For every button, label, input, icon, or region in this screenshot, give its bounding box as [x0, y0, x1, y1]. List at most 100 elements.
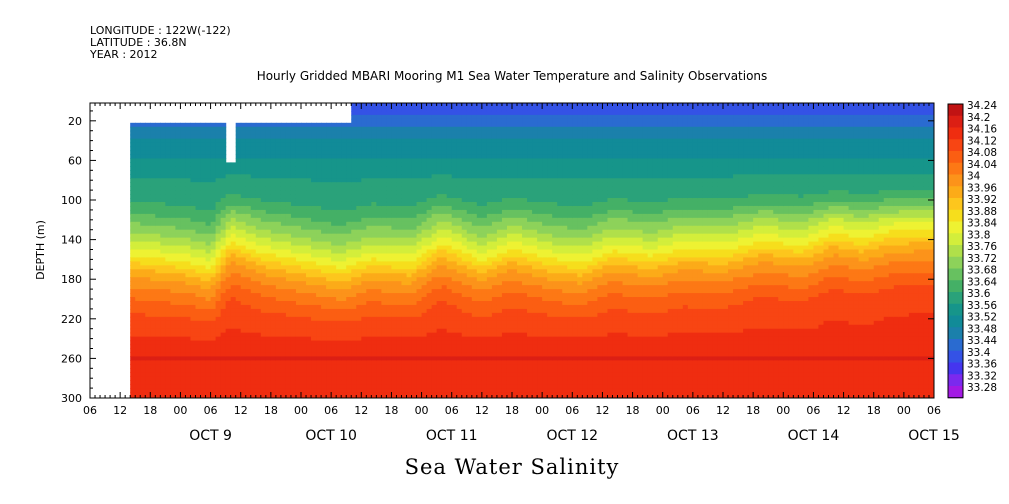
heatmap-cell: [391, 368, 398, 373]
heatmap-cell: [356, 118, 362, 124]
heatmap-cell: [260, 336, 267, 342]
heatmap-cell: [280, 138, 287, 144]
heatmap-cell: [306, 312, 312, 318]
heatmap-cell: [290, 150, 297, 156]
heatmap-cell: [346, 221, 352, 227]
heatmap-cell: [331, 178, 337, 183]
heatmap-cell: [326, 396, 332, 398]
heatmap-cell: [235, 368, 242, 373]
heatmap-cell: [466, 126, 473, 132]
heatmap-cell: [265, 261, 272, 266]
heatmap-cell: [245, 198, 252, 203]
heatmap-cell: [396, 320, 403, 326]
heatmap-cell: [210, 368, 217, 373]
heatmap-cell: [466, 312, 473, 318]
heatmap-cell: [436, 293, 443, 298]
heatmap-cell: [466, 201, 473, 207]
heatmap-cell: [180, 237, 187, 243]
heatmap-cell: [346, 241, 352, 247]
heatmap-cell: [411, 392, 418, 397]
heatmap-cell: [466, 114, 473, 120]
heatmap-cell: [285, 241, 292, 247]
heatmap-cell: [331, 198, 337, 203]
heatmap-cell: [341, 368, 347, 373]
heatmap-cell: [456, 328, 463, 334]
heatmap-cell: [200, 332, 207, 338]
heatmap-cell: [170, 308, 176, 314]
heatmap-cell: [145, 265, 151, 270]
heatmap-cell: [326, 253, 332, 259]
heatmap-cell: [421, 348, 428, 354]
heatmap-cell: [175, 297, 182, 302]
heatmap-cell: [205, 281, 212, 286]
heatmap-cell: [386, 304, 393, 310]
heatmap-cell: [311, 198, 317, 203]
heatmap-cell: [441, 352, 448, 358]
heatmap-cell: [160, 134, 166, 140]
heatmap-cell: [471, 126, 478, 132]
heatmap-cell: [401, 205, 408, 211]
heatmap-cell: [225, 289, 232, 294]
heatmap-cell: [245, 356, 252, 361]
heatmap-cell: [280, 384, 287, 389]
heatmap-cell: [245, 328, 252, 334]
heatmap-cell: [406, 106, 413, 112]
heatmap-cell: [200, 142, 207, 148]
heatmap-cell: [371, 154, 377, 160]
heatmap-cell: [245, 348, 252, 354]
heatmap-cell: [396, 300, 403, 306]
heatmap-cell: [260, 297, 267, 302]
heatmap-cell: [446, 110, 453, 116]
heatmap-cell: [451, 150, 458, 156]
heatmap-cell: [240, 316, 247, 322]
heatmap-cell: [155, 277, 161, 282]
heatmap-cell: [386, 312, 393, 318]
heatmap-cell: [321, 352, 327, 358]
heatmap-cell: [195, 285, 202, 290]
heatmap-cell: [386, 190, 393, 195]
heatmap-cell: [130, 324, 136, 330]
heatmap-cell: [311, 150, 317, 156]
heatmap-cell: [215, 241, 222, 247]
heatmap-cell: [290, 336, 297, 342]
heatmap-cell: [290, 277, 297, 282]
heatmap-cell: [326, 237, 332, 243]
heatmap-cell: [275, 138, 282, 144]
heatmap-cell: [351, 348, 357, 354]
heatmap-cell: [386, 138, 393, 144]
heatmap-cell: [436, 253, 443, 259]
heatmap-cell: [180, 388, 187, 393]
heatmap-cell: [451, 245, 458, 251]
heatmap-cell: [356, 336, 362, 342]
heatmap-cell: [386, 103, 393, 108]
heatmap-cell: [205, 360, 212, 365]
heatmap-cell: [265, 134, 272, 140]
heatmap-cell: [280, 300, 287, 306]
heatmap-cell: [311, 158, 317, 163]
heatmap-cell: [270, 348, 277, 354]
heatmap-cell: [381, 336, 387, 342]
heatmap-cell: [411, 300, 418, 306]
heatmap-cell: [381, 324, 387, 330]
heatmap-cell: [341, 198, 347, 203]
heatmap-cell: [265, 316, 272, 322]
heatmap-cell: [140, 182, 146, 187]
heatmap-cell: [331, 241, 337, 247]
heatmap-cell: [275, 396, 282, 398]
heatmap-cell: [366, 158, 372, 163]
heatmap-cell: [180, 332, 187, 338]
heatmap-cell: [356, 190, 362, 195]
heatmap-cell: [150, 130, 156, 136]
heatmap-cell: [451, 194, 458, 199]
heatmap-cell: [411, 364, 418, 369]
heatmap-cell: [386, 253, 393, 259]
heatmap-cell: [175, 122, 182, 128]
heatmap-cell: [220, 316, 227, 322]
heatmap-cell: [230, 225, 237, 231]
heatmap-cell: [290, 368, 297, 373]
heatmap-cell: [260, 356, 267, 361]
heatmap-cell: [461, 348, 468, 354]
heatmap-cell: [441, 198, 448, 203]
heatmap-cell: [306, 265, 312, 270]
heatmap-cell: [466, 304, 473, 310]
